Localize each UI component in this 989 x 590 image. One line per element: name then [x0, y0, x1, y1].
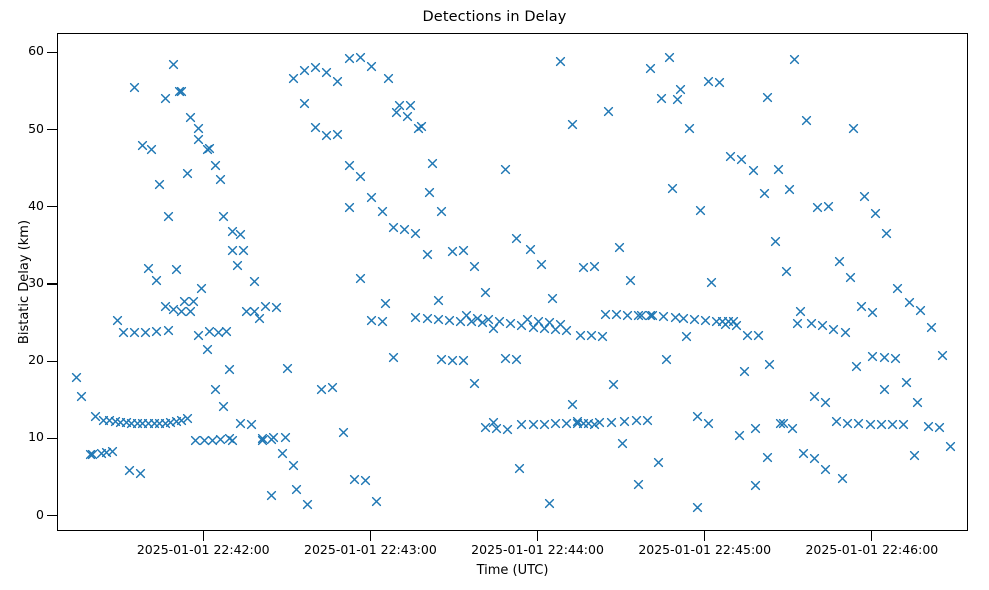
x-axis-tick	[537, 531, 539, 541]
y-axis-tick	[47, 283, 57, 285]
x-axis-tick-label: 2025-01-01 22:42:00	[136, 542, 270, 557]
x-axis-tick	[369, 531, 371, 541]
y-axis-tick-label: 60	[28, 43, 44, 59]
y-axis-tick-label: 0	[36, 506, 44, 522]
y-axis-tick	[47, 360, 57, 362]
x-axis-tick	[704, 531, 706, 541]
y-axis-tick	[47, 515, 57, 517]
x-axis-tick	[202, 531, 204, 541]
y-axis-tick	[47, 129, 57, 131]
y-axis-tick	[47, 206, 57, 208]
y-axis-tick-label: 40	[28, 197, 44, 213]
x-axis-tick-label: 2025-01-01 22:46:00	[805, 542, 939, 557]
x-axis-tick-label: 2025-01-01 22:44:00	[471, 542, 604, 557]
x-axis-tick	[871, 531, 873, 541]
x-axis-label: Time (UTC)	[476, 563, 549, 578]
y-axis-tick-label: 10	[28, 429, 44, 445]
chart-title: Detections in Delay	[422, 9, 567, 25]
y-axis-tick-label: 50	[28, 120, 44, 136]
y-axis-tick-label: 20	[28, 352, 44, 368]
y-axis-tick	[47, 51, 57, 53]
y-axis-tick	[47, 437, 57, 439]
x-axis-tick-label: 2025-01-01 22:45:00	[638, 542, 772, 557]
y-axis-tick-label: 30	[28, 274, 44, 290]
x-axis-tick-label: 2025-01-01 22:43:00	[304, 542, 437, 557]
plot-area	[57, 33, 968, 531]
scatter-points-layer	[58, 34, 967, 530]
